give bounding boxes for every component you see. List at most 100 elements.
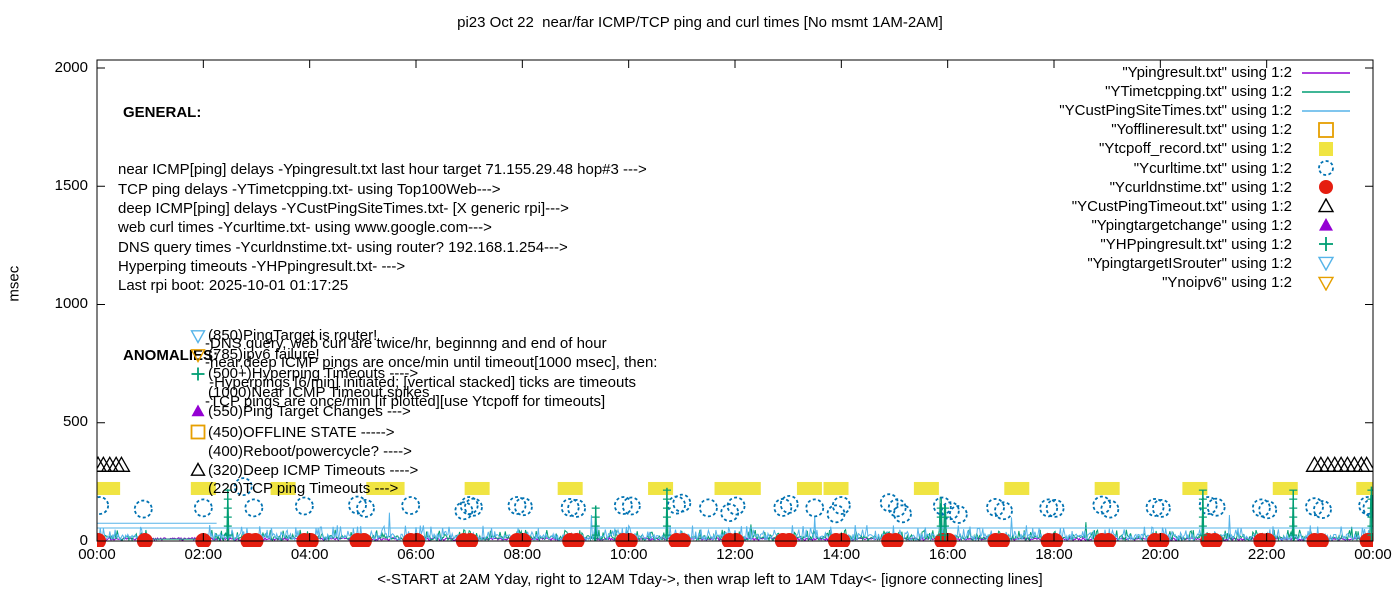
marker-Ycurldnstime.txt [462,533,479,547]
legend-item: "Ycurltime.txt" using 1:2 [1059,158,1354,177]
anomaly-row: (320)Deep ICMP Timeouts ----> [190,461,418,480]
marker-Ycurldnstime.txt [355,533,372,547]
marker-Ycurltime.txt [1313,500,1332,519]
triangle-down-open-symbol [190,348,206,363]
anomaly-row: (850)PingTarget is router! [190,326,377,345]
legend-triangle-down-open-icon [1298,255,1354,272]
marker-Ycurltime.txt [567,498,586,518]
legend-label: "YpingtargetISrouter" using 1:2 [1087,254,1292,272]
general-line: Hyperping timeouts -YHPpingresult.txt- -… [118,257,406,275]
marker-Ycurldnstime.txt [1153,533,1170,547]
anomaly-square-open-icon [190,424,208,440]
anomaly-label: (850)PingTarget is router! [208,327,378,345]
marker-Ycurltime.txt [994,501,1013,521]
legend-item: "YCustPingSiteTimes.txt" using 1:2 [1059,101,1354,120]
marker-Ycurltime.txt [294,496,314,516]
x-tick-label: 20:00 [1141,546,1180,563]
legend-item: "Yofflineresult.txt" using 1:2 [1059,120,1354,139]
legend-triangle-open-icon [1298,197,1354,214]
x-tick-label: 06:00 [397,546,435,563]
marker-Ytcpoff_record.txt [796,481,822,495]
marker-Ycurltime.txt [726,496,746,516]
general-heading: GENERAL: [123,103,202,121]
legend-line-icon [1298,65,1354,81]
legend-square-open-icon [1298,121,1354,138]
marker-Ycurldnstime.txt [409,533,426,547]
legend-label: "YCustPingSiteTimes.txt" using 1:2 [1059,102,1292,120]
marker-Ycurltime.txt [356,498,375,518]
marker-Ycurltime.txt [1251,498,1271,518]
marker-Ycurltime.txt [1198,496,1218,515]
anomaly-label: (450)OFFLINE STATE -----> [208,423,395,441]
marker-Ycurltime.txt [464,497,483,517]
marker-Ycurldnstime.txt [568,533,585,547]
anomaly-row: (450)OFFLINE STATE -----> [190,423,395,442]
anomaly-row: (400)Reboot/powercycle? ----> [190,442,412,461]
marker-Ycurltime.txt [1206,497,1226,517]
marker-Ycurltime.txt [401,496,421,515]
marker-Ycurltime.txt [1145,498,1165,517]
anomalies-heading: ANOMALIES: [123,346,218,364]
triangle-open-symbol [190,462,206,476]
marker-Ytcpoff_record.txt [379,481,405,495]
plot-series-group [97,456,1373,547]
triangle-down-open-symbol [1317,257,1335,272]
marker-Ycurldnstime.txt [621,533,638,547]
y-tick-label: 1000 [54,295,88,312]
marker-Ycurltime.txt [887,498,907,518]
marker-Ycurldnstime.txt [136,533,153,547]
marker-Ycurldnstime.txt [1100,533,1117,547]
marker-Ytcpoff_record.txt [270,481,296,495]
x-tick-label: 10:00 [609,546,648,563]
legend-item: "Ypingtargetchange" using 1:2 [1059,216,1354,235]
marker-Ycurltime.txt [233,477,253,497]
marker-Ycurltime.txt [454,501,474,521]
anomaly-triangle-filled-icon [190,403,208,419]
marker-Ycurltime.txt [348,495,367,515]
plot-frame [96,59,1374,542]
x-tick-label: 02:00 [184,546,223,563]
anomaly-label: (400)Reboot/powercycle? ----> [208,443,412,461]
x-tick-label: 00:00 [78,546,116,563]
circle-filled-symbol [1319,180,1333,195]
legend-triangle-down-open-icon [1298,275,1354,292]
marker-Ycurltime.txt [779,494,799,514]
legend-item: "Ypingresult.txt" using 1:2 [1059,63,1354,82]
marker-Ycurltime.txt [244,498,264,518]
x-tick-label: 04:00 [290,546,329,563]
marker-Ycurltime.txt [1100,499,1120,519]
marker-Ycurltime.txt [1039,498,1059,518]
legend-item: "Ytcpoff_record.txt" using 1:2 [1059,139,1354,158]
marker-Ytcpoff_record.txt [97,481,121,495]
anomaly-triangle-open-icon [190,462,208,478]
marker-Ytcpoff_record.txt [190,481,216,495]
anomaly-label: (220)TCP ping Timeouts ---> [208,479,399,497]
marker-Ycurldnstime.txt [1047,533,1064,547]
marker-Ytcpoff_record.txt [1182,481,1208,495]
x-axis-label: <-START at 2AM Yday, right to 12AM Tday-… [377,571,1043,588]
marker-Ycurldnstime.txt [674,533,691,547]
y-axis-label: msec [5,265,23,302]
legend-label: "YTimetcpping.txt" using 1:2 [1105,83,1292,101]
marker-Ycurltime.txt [1258,500,1278,520]
legend-circle-filled-icon [1298,179,1354,195]
triangle-filled-symbol [191,404,205,417]
marker-Ycurltime.txt [831,496,851,515]
legend-item: "YHPpingresult.txt" using 1:2 [1059,235,1354,254]
square-open-symbol [190,424,206,440]
marker-Ycurltime.txt [560,498,580,517]
legend-circle-open-icon [1298,160,1354,176]
marker-Ytcpoff_record.txt [714,481,740,495]
marker-Ycurltime.txt [1305,497,1324,517]
x-tick-label: 12:00 [716,546,754,563]
series-Ycurldnstime.txt [97,533,1373,547]
legend-line-icon [1298,84,1354,100]
marker-Ycurltime.txt [513,497,533,517]
chart-title: pi23 Oct 22 near/far ICMP/TCP ping and c… [457,14,943,31]
legend-label: "Ytcpoff_record.txt" using 1:2 [1099,140,1292,158]
marker-Ycurltime.txt [932,496,952,516]
general-line: deep ICMP[ping] delays -YCustPingSiteTim… [118,200,569,218]
general-line: TCP ping delays -YTimetcpping.txt- using… [118,180,501,198]
